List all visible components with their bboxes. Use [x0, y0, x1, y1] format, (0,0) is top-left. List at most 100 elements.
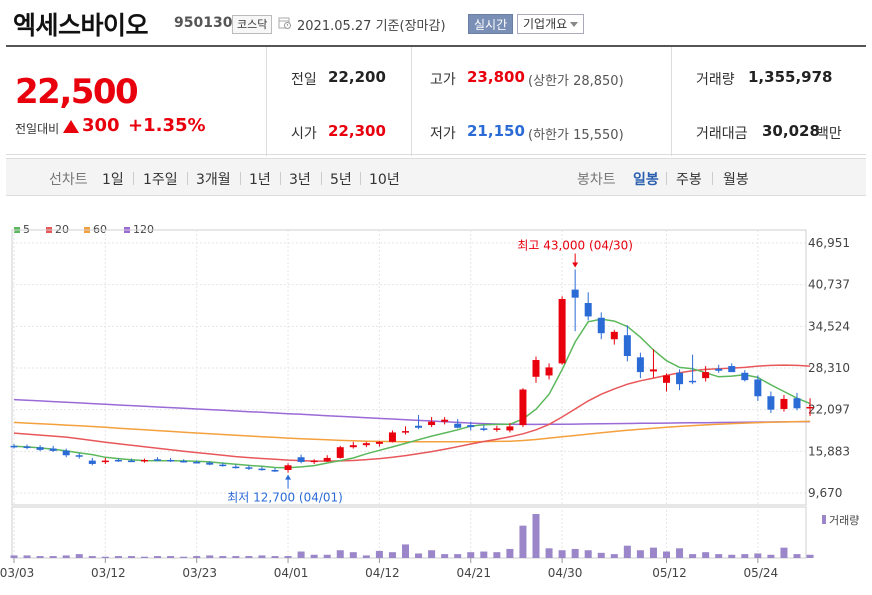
y-tick-label: 15,883	[808, 444, 850, 458]
company-overview-label: 기업개요	[523, 17, 568, 31]
candle-body	[415, 425, 423, 428]
candle-body	[741, 372, 749, 381]
volume-bar	[323, 554, 331, 558]
x-tick-label: 05/12	[652, 566, 687, 580]
open-value: 22,300	[328, 122, 386, 140]
volume-bar	[297, 551, 305, 558]
volume-legend-swatch	[822, 515, 826, 524]
volume-bar	[101, 556, 109, 558]
quote-date-value: 2021.05.27	[297, 19, 372, 34]
chart-toolbar: 선차트 1일 1주일 3개월 1년 3년 5년 10년 봉차트 일봉 주봉 월봉	[6, 158, 866, 196]
volume-bar	[154, 556, 162, 558]
candle-chart-label: 봉차트	[577, 172, 616, 188]
market-badge: 코스닥	[232, 15, 273, 34]
volume-bar	[636, 550, 644, 558]
candle-body	[636, 357, 644, 373]
volume-bar	[767, 554, 775, 558]
high-label: 고가	[430, 72, 456, 88]
candle-body	[676, 372, 684, 385]
candle-body	[558, 299, 566, 364]
candle-body	[754, 379, 762, 397]
y-tick-label: 40,737	[808, 278, 850, 292]
volume-label: 거래량	[696, 72, 735, 88]
volume-bar	[467, 552, 475, 558]
x-tick-label: 03/23	[182, 566, 217, 580]
candle-body	[780, 398, 788, 409]
line-chart-label: 선차트	[49, 172, 88, 188]
candle-body	[219, 464, 227, 467]
period-1d[interactable]: 1일	[102, 172, 124, 188]
candle-body	[428, 421, 436, 426]
separator	[360, 172, 361, 185]
volume-bar	[258, 555, 266, 558]
candle-daily[interactable]: 일봉	[633, 172, 659, 188]
period-3y[interactable]: 3년	[289, 172, 311, 188]
x-tick-label: 04/01	[274, 566, 309, 580]
volume-bar	[402, 544, 409, 558]
y-tick-label: 34,524	[808, 319, 850, 333]
candle-weekly[interactable]: 주봉	[676, 172, 702, 188]
amount-unit: 백만	[816, 126, 842, 142]
candle-body	[493, 428, 501, 430]
volume-bar	[480, 551, 488, 558]
candle-body	[441, 419, 449, 422]
upper-limit: (상한가 28,850)	[528, 74, 624, 89]
candle-body	[114, 459, 122, 462]
candle-monthly[interactable]: 월봉	[723, 172, 749, 188]
candle-body	[101, 460, 109, 463]
volume-bar	[715, 554, 723, 558]
candle-body	[584, 303, 592, 317]
candle-body	[702, 372, 710, 379]
candle-body	[388, 432, 396, 442]
separator	[321, 172, 322, 185]
volume-bar	[349, 552, 357, 558]
company-overview-button[interactable]: 기업개요	[517, 14, 585, 34]
volume-bar	[114, 556, 122, 558]
period-3m[interactable]: 3개월	[196, 172, 231, 188]
separator	[240, 172, 241, 185]
volume-bar	[663, 551, 670, 558]
volume-bar	[571, 548, 579, 558]
volume-bar	[193, 556, 201, 558]
low-annotation: 최저 12,700 (04/01)	[227, 491, 343, 505]
volume-bar	[689, 554, 697, 558]
x-tick-label: 04/21	[456, 566, 491, 580]
volume-bar	[558, 550, 566, 558]
volume-bar	[219, 556, 227, 558]
change-rate: +1.35%	[128, 115, 206, 136]
x-tick-label: 04/12	[365, 566, 400, 580]
period-1w[interactable]: 1주일	[143, 172, 178, 188]
prev-close-label: 전일	[291, 72, 317, 88]
period-5y[interactable]: 5년	[330, 172, 352, 188]
volume-bar	[62, 555, 70, 558]
stock-code: 950130	[174, 15, 233, 31]
volume-bar	[75, 554, 83, 558]
volume-bar	[127, 556, 135, 558]
volume-bar	[167, 556, 175, 558]
volume-bar	[310, 554, 318, 558]
realtime-button[interactable]: 실시간	[468, 14, 514, 34]
change-label: 전일대비	[15, 122, 60, 136]
candle-body	[141, 459, 148, 462]
quote-date: 2021.05.27 기준(장마감)	[297, 15, 446, 34]
candle-body	[258, 468, 266, 471]
divider	[671, 47, 672, 156]
candle-body	[310, 460, 318, 463]
volume-bar	[271, 556, 279, 558]
high-arrow-icon	[572, 262, 579, 268]
stock-header: 엑세스바이오 950130 코스닥 2021.05.27 기준(장마감) 실시간…	[0, 0, 872, 44]
volume-bar	[206, 555, 214, 558]
candle-body	[519, 389, 527, 426]
candle-body	[167, 459, 175, 462]
candle-body	[23, 446, 31, 449]
period-10y[interactable]: 10년	[369, 172, 400, 188]
price-plot-frame	[11, 229, 807, 506]
volume-bar	[232, 556, 240, 558]
candle-body	[232, 466, 240, 469]
prev-close-value: 22,200	[328, 68, 386, 86]
period-1y[interactable]: 1년	[249, 172, 271, 188]
x-tick-label: 05/24	[744, 566, 779, 580]
candle-body	[715, 368, 723, 371]
candle-body	[793, 398, 801, 409]
